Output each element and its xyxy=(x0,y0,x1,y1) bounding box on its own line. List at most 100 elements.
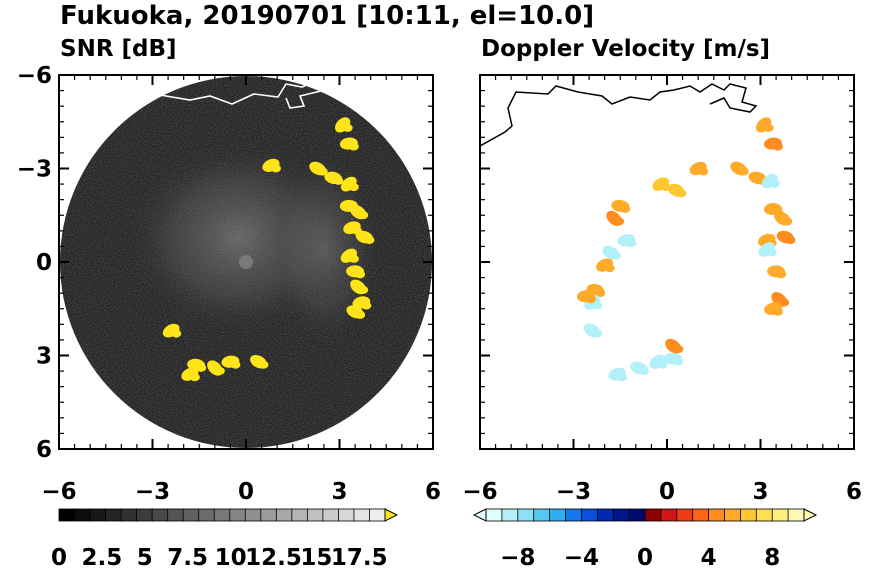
colorbar-swatch xyxy=(338,508,355,522)
echo-cell xyxy=(689,161,709,176)
colorbar-under-triangle xyxy=(472,508,487,522)
x-tick-label: −3 xyxy=(135,479,170,505)
x-tick-label: −3 xyxy=(556,479,591,505)
doppler-panel: −6 −3 0 3 6 xyxy=(462,74,862,505)
x-tick-label: 6 xyxy=(425,479,441,505)
echo-cell xyxy=(764,302,783,316)
colorbar-label: 2.5 xyxy=(82,545,123,570)
x-tick-label: 6 xyxy=(846,479,862,505)
x-tick-label: 0 xyxy=(659,479,675,505)
colorbar-swatch xyxy=(105,508,122,522)
x-tick-label: 0 xyxy=(238,479,254,505)
colorbar-label: 17.5 xyxy=(331,545,388,570)
y-tick-label: 3 xyxy=(36,344,52,370)
echo-cell xyxy=(767,265,787,279)
y-tick-label: 6 xyxy=(36,437,52,463)
colorbar-swatch xyxy=(89,508,107,522)
echo-cell xyxy=(309,161,328,176)
left-panel-title: SNR [dB] xyxy=(60,36,177,62)
echo-cell xyxy=(207,360,225,376)
colorbar-over-triangle xyxy=(384,508,399,522)
colorbar-swatch xyxy=(120,508,138,522)
echo-cell xyxy=(602,245,621,260)
x-tick-label: 3 xyxy=(331,479,347,505)
colorbar-swatch xyxy=(676,508,694,522)
snr-coastline xyxy=(159,79,327,109)
echo-cell xyxy=(611,199,631,213)
echo-cell xyxy=(764,137,783,151)
colorbar-swatch xyxy=(291,508,309,522)
echo-cell xyxy=(162,323,182,338)
colorbar-swatch xyxy=(581,508,599,522)
colorbar-swatch xyxy=(198,508,216,522)
echo-cell xyxy=(630,361,649,375)
colorbar-swatch xyxy=(353,508,371,522)
echo-cell xyxy=(652,177,671,192)
echo-cell xyxy=(776,230,796,245)
echo-cell xyxy=(324,171,344,185)
echo-cell xyxy=(730,161,749,176)
colorbar-swatch xyxy=(692,508,710,522)
colorbar-swatch xyxy=(565,508,583,522)
y-tick-label: −3 xyxy=(17,157,52,183)
echo-cell xyxy=(346,265,366,279)
colorbar-swatch xyxy=(182,508,200,522)
echo-cell xyxy=(355,230,375,245)
colorbar-swatch xyxy=(244,508,262,522)
echo-cell xyxy=(340,248,359,263)
colorbar-swatch xyxy=(644,508,662,522)
colorbar-swatch xyxy=(549,508,567,522)
echo-cell xyxy=(262,158,281,173)
echo-cell xyxy=(667,183,687,198)
colorbar-swatch xyxy=(58,508,76,522)
colorbar-label: 0 xyxy=(637,545,653,570)
colorbar-label: 5 xyxy=(137,545,153,570)
echo-cell xyxy=(350,279,369,295)
echo-cell xyxy=(665,338,684,354)
colorbar-swatch xyxy=(517,508,535,522)
colorbar-swatch xyxy=(275,508,293,522)
colorbar-label: −4 xyxy=(564,545,599,570)
colorbar-swatch xyxy=(628,508,646,522)
colorbar-swatch xyxy=(740,508,758,522)
colorbar-label: 15 xyxy=(300,545,332,570)
echo-cell xyxy=(649,354,668,369)
x-tick-label: −6 xyxy=(41,479,76,505)
colorbar-swatch xyxy=(612,508,631,522)
colorbar-swatch xyxy=(533,508,551,522)
colorbar-label: 8 xyxy=(764,545,780,570)
colorbar-label: 12.5 xyxy=(245,545,302,570)
colorbar-swatch xyxy=(724,508,742,522)
echo-cell xyxy=(583,323,603,338)
echo-cell xyxy=(334,117,353,133)
echo-cell xyxy=(350,205,369,220)
colorbar-label: 10 xyxy=(215,545,247,570)
colorbar-swatch xyxy=(136,508,154,522)
colorbar-label: 7.5 xyxy=(167,545,208,570)
colorbar-swatch xyxy=(306,508,324,522)
colorbar-swatch xyxy=(213,508,231,522)
doppler-coastline xyxy=(480,83,758,147)
colorbar-swatch xyxy=(322,508,340,522)
echo-cell xyxy=(758,242,777,257)
colorbar-label: −8 xyxy=(500,545,535,570)
colorbar-swatch xyxy=(151,508,169,522)
radar-site-marker xyxy=(239,255,253,269)
colorbar-label: 0 xyxy=(51,545,67,570)
snr-panel: −6 6 −3 3 0 0 3 −3 6 −6 xyxy=(17,63,441,505)
colorbar-over-triangle xyxy=(803,508,818,522)
colorbar-swatch xyxy=(167,508,185,522)
echo-cell xyxy=(755,117,774,133)
x-tick-label: −6 xyxy=(462,479,497,505)
colorbar-swatch xyxy=(501,508,519,522)
colorbar-swatch xyxy=(229,508,247,522)
colorbar-swatch xyxy=(708,508,726,522)
y-tick-label: −6 xyxy=(17,63,52,89)
colorbar-swatch xyxy=(74,508,91,522)
doppler-plot-frame xyxy=(479,74,855,450)
y-tick-label: 0 xyxy=(36,250,52,276)
colorbar-swatch xyxy=(369,508,386,522)
echo-cell xyxy=(774,211,793,226)
